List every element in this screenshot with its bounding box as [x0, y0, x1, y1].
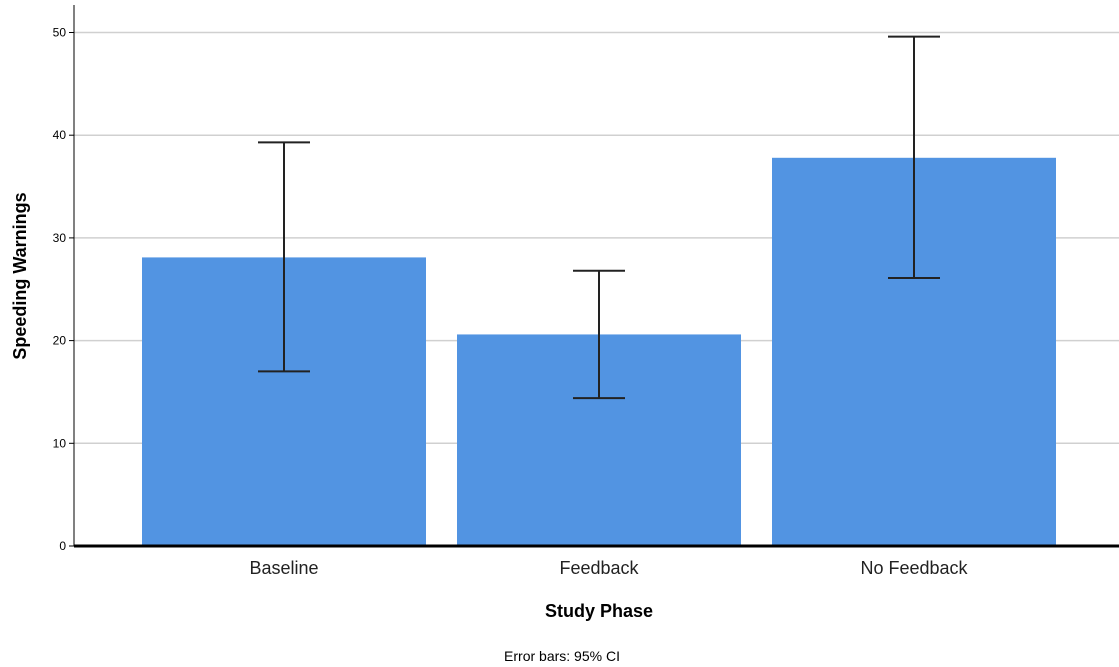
y-axis-title: Speeding Warnings: [10, 192, 30, 359]
x-tick-label-0: Baseline: [249, 558, 318, 578]
x-tick-label-2: No Feedback: [860, 558, 968, 578]
y-tick-label-40: 40: [53, 128, 67, 142]
x-axis-title: Study Phase: [545, 601, 653, 621]
y-tick-label-30: 30: [53, 231, 67, 245]
y-tick-label-10: 10: [53, 436, 67, 450]
y-tick-label-20: 20: [53, 334, 67, 348]
x-tick-label-1: Feedback: [559, 558, 639, 578]
error-bars-footnote: Error bars: 95% CI: [504, 648, 620, 664]
y-tick-label-0: 0: [59, 539, 66, 553]
y-tick-label-50: 50: [53, 26, 67, 40]
y-tick-labels: 0 10 20 30 40 50: [53, 26, 74, 553]
error-bars: [258, 35, 940, 400]
x-tick-labels: Baseline Feedback No Feedback: [249, 558, 968, 578]
bars: [142, 157, 1056, 546]
